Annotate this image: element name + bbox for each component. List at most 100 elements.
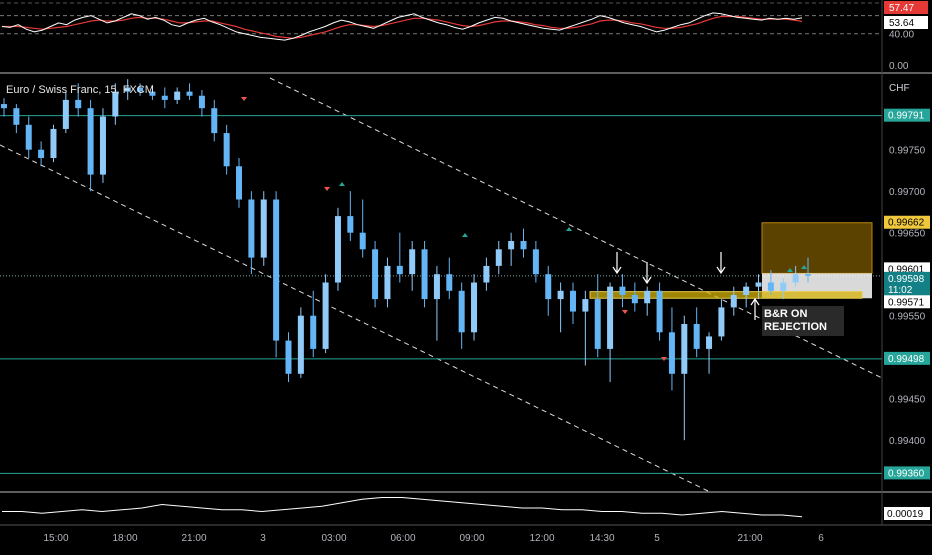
candle-body <box>644 290 651 304</box>
candle <box>730 286 737 316</box>
volatility-panel[interactable] <box>0 497 932 526</box>
rsi-panel[interactable] <box>0 2 932 74</box>
price-panel[interactable] <box>0 77 932 493</box>
candle-body <box>285 340 292 374</box>
signal-triangle <box>324 187 330 191</box>
candle-body <box>409 249 416 275</box>
candle-body <box>706 336 713 349</box>
candle <box>87 99 94 192</box>
candle-body <box>668 332 675 374</box>
signal-triangle <box>566 227 572 231</box>
annotation-line-1: B&R ON <box>764 308 808 320</box>
x-tick-label: 09:00 <box>459 533 484 544</box>
price-badge-label: 0.99791 <box>888 111 925 122</box>
candle-body <box>582 299 589 312</box>
candle <box>50 124 57 163</box>
rsi-tick-label: 57.47 <box>889 3 914 14</box>
candle <box>780 278 787 300</box>
candle-body <box>421 249 428 300</box>
candle-body <box>508 241 515 250</box>
candle <box>334 207 341 291</box>
candle-body <box>767 282 774 291</box>
candle <box>792 265 799 287</box>
candle <box>211 99 218 142</box>
price-badge <box>884 271 930 285</box>
arrow-down-marker-0 <box>612 252 622 275</box>
y-tick-label: 0.99400 <box>889 436 926 447</box>
candle <box>297 307 304 378</box>
y-tick-label: 0.99750 <box>889 146 926 157</box>
candle <box>582 290 589 366</box>
candle-body <box>297 315 304 374</box>
y-tick-label: 0.99650 <box>889 229 926 240</box>
candle <box>483 257 490 291</box>
x-tick-label: 15:00 <box>43 533 68 544</box>
x-tick-label: 5 <box>654 533 660 544</box>
rsi-fast-line <box>1 12 803 41</box>
candle <box>532 241 539 283</box>
candle-body <box>1 104 7 109</box>
x-tick-label: 21:00 <box>737 533 762 544</box>
candle <box>471 274 478 341</box>
candle <box>124 79 131 100</box>
zone-yellow <box>589 291 863 299</box>
candle-body <box>87 108 94 175</box>
candle-body <box>780 282 787 291</box>
candle <box>718 299 725 341</box>
candle <box>260 191 267 266</box>
candle <box>359 199 366 258</box>
candle-body <box>198 95 205 109</box>
candle-body <box>594 299 601 349</box>
arrow-down-marker-2 <box>716 252 726 275</box>
candle <box>62 91 69 134</box>
candle-body <box>137 87 144 92</box>
symbol-title: Euro / Swiss Franc, 15, FXCM <box>6 84 154 96</box>
candle <box>149 84 156 100</box>
candle <box>384 257 391 308</box>
candle <box>112 83 119 125</box>
candle-body <box>656 290 663 333</box>
annotation-box[interactable]: B&R ON REJECTION <box>762 306 844 336</box>
candle-body <box>458 290 465 333</box>
candle-body <box>112 91 119 117</box>
candle <box>706 332 713 374</box>
x-tick-label: 03:00 <box>321 533 346 544</box>
candle <box>607 282 614 383</box>
zone-orange <box>761 222 873 274</box>
candle <box>619 274 626 308</box>
candle-body <box>211 108 218 134</box>
candle-body <box>25 124 32 150</box>
candle <box>285 332 292 383</box>
price-badge <box>884 215 930 229</box>
candle <box>743 282 750 308</box>
rsi-value-badge <box>884 1 928 14</box>
candle <box>755 274 762 300</box>
candle <box>508 232 515 266</box>
x-tick-label: 14:30 <box>589 533 614 544</box>
candle <box>186 83 193 100</box>
candle <box>458 282 465 349</box>
signal-triangle <box>622 310 628 314</box>
signal-triangle <box>787 268 793 272</box>
candle-body <box>483 265 490 283</box>
candle-body <box>149 91 156 96</box>
y-tick-label: 0.99700 <box>889 187 926 198</box>
candle-body <box>718 307 725 337</box>
candle-body <box>384 265 391 300</box>
candle-body <box>396 265 403 275</box>
time-axis[interactable]: 15:00 18:00 21:00 3 03:00 06:00 09:00 12:00 14:3… <box>43 533 824 544</box>
price-badge-label: 0.99662 <box>888 218 925 229</box>
signal-triangle <box>661 357 667 361</box>
x-tick-label: 3 <box>260 533 266 544</box>
candle-body <box>433 274 440 300</box>
candle <box>767 270 774 295</box>
candle-body <box>13 108 20 125</box>
candle <box>1 98 7 117</box>
candle <box>644 286 651 316</box>
candle-body <box>186 91 193 96</box>
price-axis[interactable]: CHF 0.99750 0.99700 0.99650 0.99550 0.99450 0.… <box>881 0 930 525</box>
candle-body <box>520 241 527 250</box>
candle <box>631 282 638 312</box>
